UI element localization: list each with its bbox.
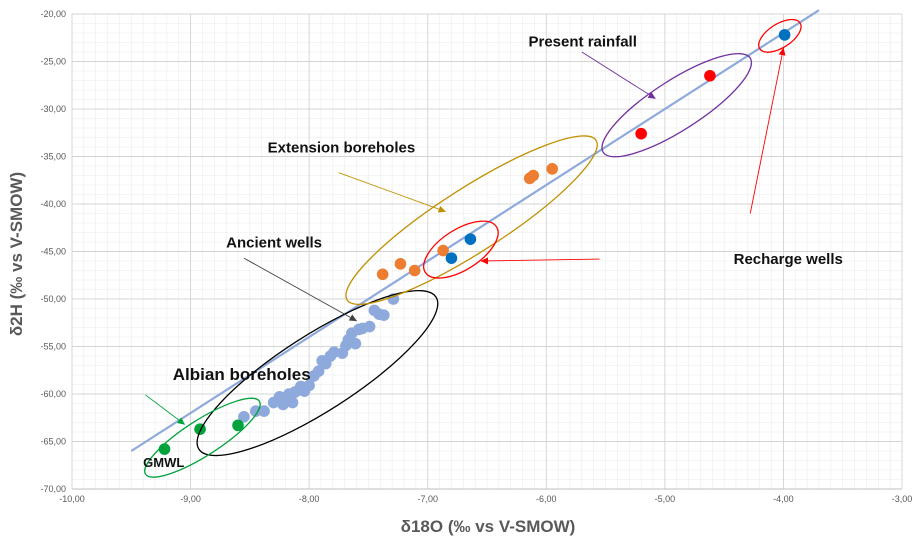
x-tick-label: -10,00 (59, 494, 85, 504)
point-ancient-wells (364, 321, 376, 333)
y-tick-label: -55,00 (40, 342, 66, 352)
arrow-recharge-wells (750, 48, 783, 213)
y-tick-label: -70,00 (40, 484, 66, 494)
label-albian-boreholes: Albian boreholes (173, 365, 311, 384)
y-tick-label: -20,00 (40, 9, 66, 19)
arrow-present-rainfall (582, 52, 656, 99)
x-tick-label: -9,00 (180, 494, 201, 504)
y-tick-label: -35,00 (40, 152, 66, 162)
y-axis-title: δ2H (‰ vs V-SMOW) (7, 172, 26, 336)
x-tick-label: -7,00 (417, 494, 438, 504)
label-extension-boreholes: Extension boreholes (268, 140, 416, 157)
point-ancient-wells (350, 338, 362, 350)
point-recharge-wells (465, 233, 477, 245)
point-albian-boreholes (194, 423, 206, 435)
y-tick-label: -45,00 (40, 247, 66, 257)
y-tick-label: -60,00 (40, 389, 66, 399)
point-albian-boreholes (159, 443, 171, 455)
label-ancient-wells: Ancient wells (226, 235, 322, 252)
series-ancient-wells (238, 293, 399, 422)
ellipse-recharge-wells (414, 210, 507, 290)
y-tick-label: -25,00 (40, 57, 66, 67)
point-recharge-wells (446, 252, 458, 264)
y-tick-label: -30,00 (40, 104, 66, 114)
point-extension-boreholes (546, 163, 558, 175)
y-tick-label: -65,00 (40, 437, 66, 447)
point-extension-boreholes (377, 269, 389, 281)
point-ancient-wells (378, 309, 390, 321)
point-present-rainfall (704, 70, 716, 82)
x-tick-label: -3,00 (892, 494, 912, 504)
x-tick-label: -6,00 (536, 494, 557, 504)
label-present-rainfall: Present rainfall (529, 33, 637, 50)
point-ancient-wells (287, 397, 299, 409)
label-gmwl: GMWL (143, 455, 184, 470)
point-extension-boreholes (409, 265, 421, 277)
point-present-rainfall (635, 128, 647, 140)
x-axis-title: δ18O (‰ vs V-SMOW) (401, 517, 576, 536)
x-tick-label: -5,00 (655, 494, 676, 504)
x-tick-label: -4,00 (773, 494, 794, 504)
y-tick-label: -40,00 (40, 199, 66, 209)
point-recharge-wells (779, 29, 791, 41)
point-extension-boreholes (395, 258, 407, 270)
label-recharge-wells: Recharge wells (734, 251, 843, 268)
x-tick-label: -8,00 (299, 494, 320, 504)
y-tick-label: -50,00 (40, 294, 66, 304)
point-extension-boreholes (527, 170, 539, 182)
